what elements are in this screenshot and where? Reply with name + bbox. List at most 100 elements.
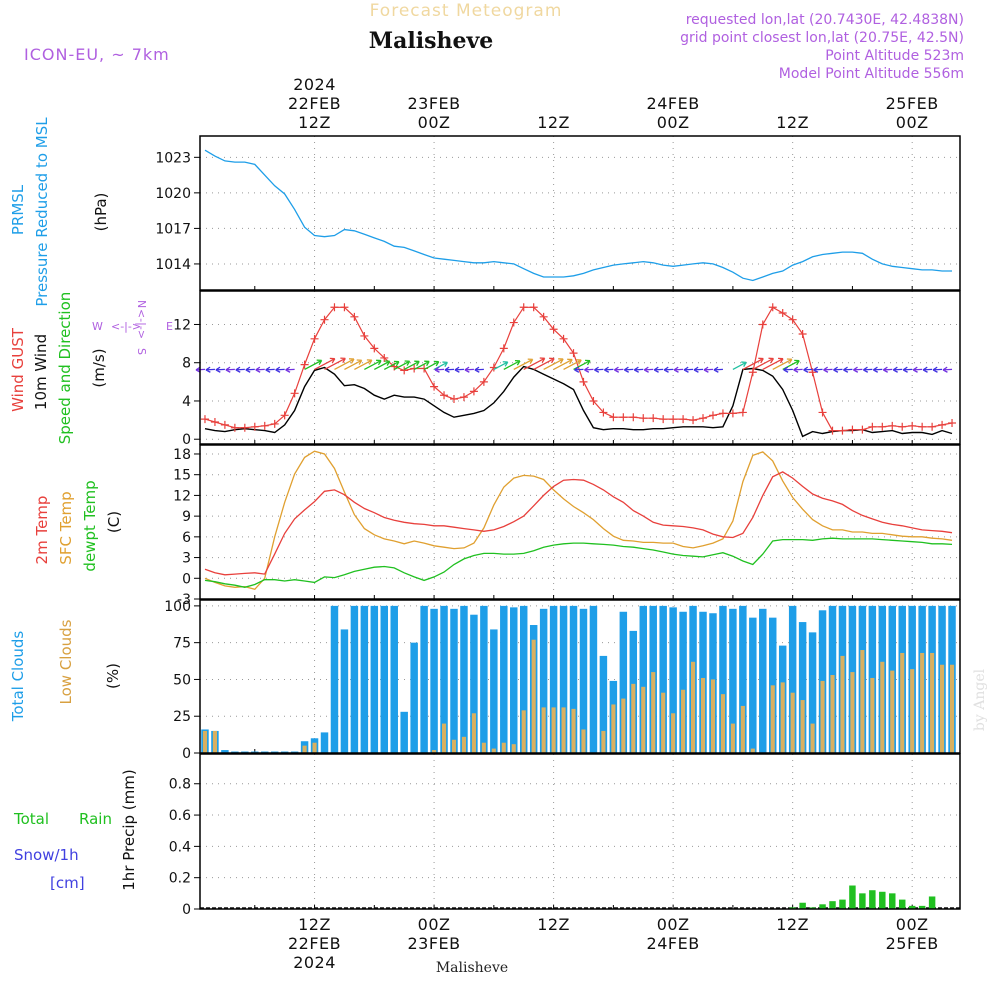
total-cloud-bar (659, 605, 667, 753)
total-cloud-bar (759, 608, 767, 753)
gust-marker (589, 396, 598, 405)
low-cloud-bar (750, 748, 755, 753)
compass-arrows-v: <-|-> (135, 309, 148, 339)
low-cloud-bar (671, 713, 676, 753)
compass-rose: W <-|-> E N <-|-> S (92, 300, 173, 355)
gust-marker (360, 331, 369, 340)
gust-marker (669, 415, 678, 424)
low-cloud-bar (900, 652, 905, 753)
panel-grid (200, 754, 960, 910)
total-cloud-bar (569, 605, 578, 753)
model-altitude: Model Point Altitude 556m (779, 66, 964, 82)
gust-marker (609, 413, 618, 422)
dewpt-label: dewpt Temp (81, 480, 99, 571)
requested-coords: requested lon,lat (20.7430E, 42.4838N) (686, 12, 964, 28)
low-cloud-bar (800, 700, 805, 753)
wind-direction-arrow (314, 357, 336, 370)
precip-bar (898, 899, 906, 909)
gust-marker (639, 414, 648, 423)
wind-direction-arrow (683, 366, 694, 373)
temperature-labels: 2m Temp SFC Temp dewpt Temp (C) (33, 480, 123, 571)
low-cloud-bar (551, 707, 556, 753)
total-cloud-bar (390, 605, 398, 753)
low-cloud-bar (561, 707, 566, 753)
y-tick-label: 8 (182, 356, 191, 372)
total-cloud-bar (749, 617, 757, 753)
dewpoint-line (204, 537, 953, 588)
total-cloud-bar (470, 614, 478, 753)
wind-direction-arrow (523, 357, 546, 370)
low-cloud-bar (471, 713, 476, 753)
gust-marker (509, 318, 518, 327)
gust-marker (400, 366, 409, 375)
time-axis-label: 23FEB (407, 94, 460, 113)
time-axis-label: 12Z (298, 113, 331, 132)
total-cloud-bar (360, 605, 369, 753)
precip-total-label: Total (13, 810, 49, 828)
gust-marker (290, 389, 299, 398)
precip-bar (799, 902, 806, 909)
wind-unit: (m/s) (90, 348, 108, 387)
gust-marker (748, 368, 757, 377)
gust-marker (320, 315, 329, 324)
low-cloud-bar (631, 683, 636, 753)
wind-direction-arrow (245, 366, 255, 373)
time-axis-label: 24FEB (647, 934, 700, 953)
panel-grid (200, 136, 960, 290)
prmsl-label: PRMSL (9, 184, 27, 235)
wind-direction-arrow (255, 366, 265, 373)
time-axis-label: 00Z (896, 915, 929, 934)
precip-bar (839, 899, 846, 909)
wind-direction-arrow (513, 358, 534, 370)
wind-panel: 0 4 8 12 (173, 290, 961, 448)
low-cloud-bar (651, 672, 656, 753)
low-cloud-bar (432, 750, 437, 753)
wind-direction-arrow (912, 366, 923, 373)
gust-marker (838, 426, 847, 435)
total-cloud-bar (599, 655, 608, 753)
low-cloud-bar (810, 723, 815, 753)
total-cloud-bar (669, 607, 677, 753)
gust-marker (250, 422, 259, 431)
y-tick-label: 0.4 (169, 839, 191, 855)
pressure-line (204, 149, 952, 282)
wind-direction-arrow (434, 366, 445, 373)
footer-location: Malisheve (436, 960, 508, 976)
total-cloud-bar (519, 605, 528, 753)
low-cloud-bar (312, 742, 317, 753)
wind-direction-arrow (563, 359, 582, 370)
y-tick-label: 0 (182, 571, 191, 587)
total-cloud-bar (549, 605, 558, 753)
wind-direction-arrow (493, 361, 509, 370)
panel-frame (199, 135, 961, 291)
time-axis-label: 25FEB (886, 934, 939, 953)
gust-marker (928, 422, 937, 431)
low-cloud-bar (481, 742, 486, 753)
total-cloud-bar (350, 605, 359, 753)
gust-marker (300, 360, 309, 369)
y-tick-label: 12 (173, 317, 191, 333)
low-cloud-bar (860, 650, 865, 753)
gust-marker (529, 303, 538, 312)
gust-marker (230, 423, 239, 432)
wind-direction-arrow (813, 366, 823, 373)
point-altitude: Point Altitude 523m (825, 48, 964, 64)
pressure-panel: 1014 1017 1020 1023 (155, 135, 961, 291)
precip-bar (849, 885, 856, 909)
precip-bar (889, 893, 896, 909)
total-cloud-bar (639, 605, 647, 753)
y-tick-label: -3 (177, 592, 191, 608)
gust-marker (659, 415, 668, 424)
time-axis-label: 2024 (293, 75, 336, 94)
gust-marker (539, 312, 548, 321)
low-cloud-bar (511, 744, 516, 753)
time-axis-label: 00Z (657, 113, 690, 132)
gust-marker (579, 377, 588, 386)
gust-marker (220, 420, 229, 429)
gust-marker (768, 303, 777, 312)
y-tick-label: 0 (182, 902, 191, 918)
wind-direction-arrow (444, 366, 455, 373)
gust-marker (758, 320, 767, 329)
y-tick-label: 50 (173, 672, 191, 688)
